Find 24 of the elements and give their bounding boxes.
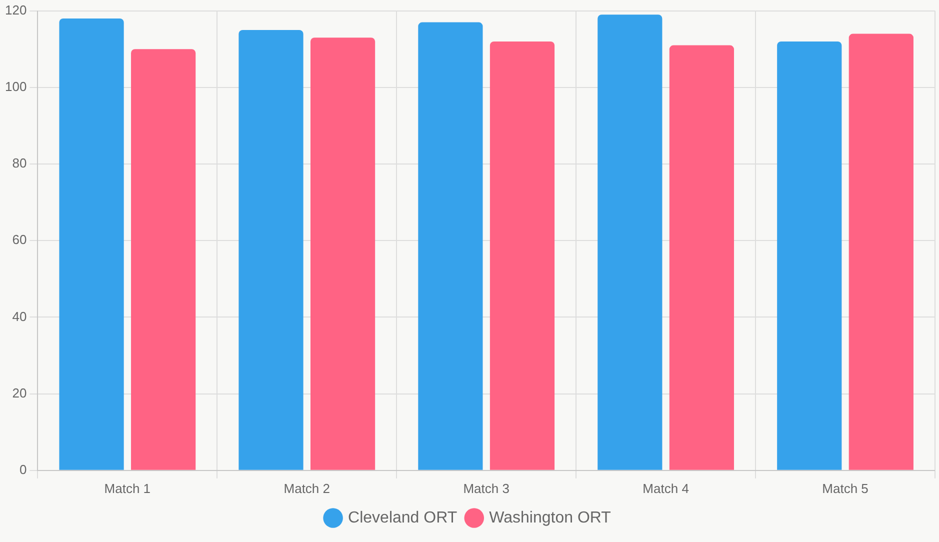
bar — [490, 41, 555, 470]
bar — [310, 38, 376, 470]
y-tick-label: 100 — [4, 78, 27, 94]
bar — [238, 30, 304, 470]
y-tick-label: 40 — [12, 308, 27, 324]
bar — [131, 49, 196, 470]
y-tick-label: 0 — [19, 462, 27, 477]
bar — [848, 34, 914, 470]
bar — [669, 45, 734, 470]
bar — [418, 22, 483, 470]
y-tick-label: 120 — [4, 2, 27, 18]
x-tick-label: Match 1 — [104, 480, 151, 496]
bar — [777, 41, 842, 470]
x-tick-label: Match 5 — [822, 480, 868, 496]
x-tick-label: Match 3 — [463, 480, 510, 496]
x-tick-label: Match 4 — [642, 480, 689, 496]
legend-label: Washington ORT — [489, 509, 612, 526]
y-tick-label: 60 — [12, 232, 27, 248]
y-tick-label: 80 — [12, 156, 27, 171]
legend-label: Cleveland ORT — [348, 509, 458, 526]
bar — [59, 18, 124, 470]
bar — [598, 14, 662, 470]
y-tick-label: 20 — [12, 385, 27, 400]
x-tick-label: Match 2 — [284, 480, 330, 496]
